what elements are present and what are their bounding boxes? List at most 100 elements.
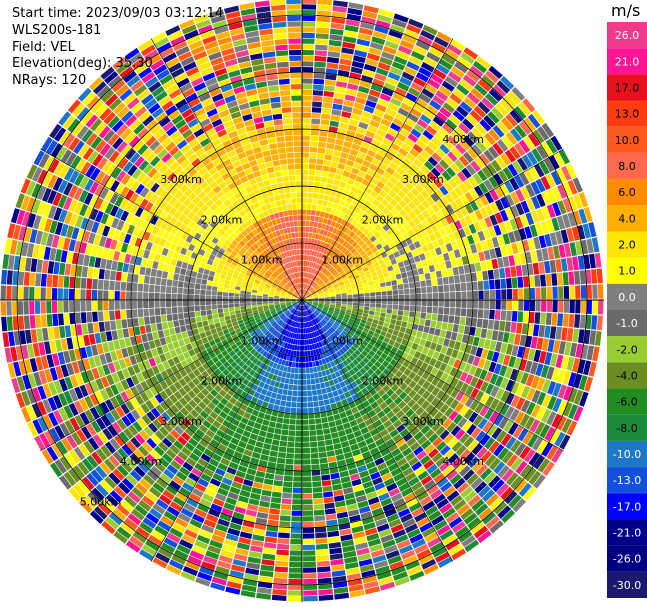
velocity-gate	[299, 322, 301, 328]
velocity-gate	[314, 55, 327, 62]
velocity-gate	[370, 414, 380, 423]
velocity-gate	[317, 306, 323, 309]
velocity-gate	[166, 314, 173, 322]
velocity-gate	[370, 364, 378, 372]
velocity-gate	[525, 402, 536, 416]
velocity-gate	[127, 513, 142, 526]
velocity-gate	[365, 437, 375, 445]
velocity-gate	[313, 295, 319, 298]
velocity-gate	[302, 289, 305, 295]
velocity-gate	[445, 396, 455, 407]
velocity-gate	[165, 293, 172, 300]
velocity-gate	[398, 289, 404, 295]
velocity-gate	[292, 333, 295, 339]
velocity-gate	[438, 414, 448, 425]
velocity-gate	[392, 263, 399, 270]
velocity-gate	[405, 265, 412, 272]
velocity-gate	[148, 300, 155, 308]
velocity-gate	[387, 290, 393, 296]
velocity-gate	[64, 453, 77, 468]
velocity-gate	[96, 343, 104, 355]
velocity-gate	[135, 482, 148, 495]
velocity-gate	[307, 302, 313, 305]
velocity-gate	[415, 72, 429, 83]
velocity-gate	[282, 329, 287, 335]
velocity-gate	[277, 538, 290, 545]
velocity-gate	[364, 292, 370, 297]
velocity-gate	[427, 141, 439, 152]
velocity-gate	[370, 190, 379, 199]
velocity-gate	[326, 219, 333, 226]
velocity-gate	[231, 405, 240, 413]
velocity-gate	[116, 464, 129, 477]
velocity-gate	[34, 301, 41, 314]
velocity-gate	[561, 355, 569, 370]
velocity-gate	[479, 136, 492, 149]
velocity-gate	[281, 315, 286, 320]
velocity-gate	[540, 176, 551, 190]
velocity-gate	[235, 548, 249, 556]
velocity-gate	[336, 328, 342, 334]
velocity-gate	[311, 313, 315, 319]
velocity-gate	[211, 534, 225, 544]
velocity-gate	[288, 326, 292, 332]
velocity-gate	[116, 370, 125, 381]
velocity-gate	[331, 280, 337, 285]
velocity-gate	[322, 308, 328, 312]
velocity-gate	[316, 240, 321, 246]
velocity-gate	[320, 340, 325, 347]
velocity-gate	[142, 517, 157, 529]
velocity-gate	[168, 559, 184, 571]
velocity-gate	[302, 430, 310, 437]
velocity-gate	[385, 180, 395, 189]
velocity-gate	[121, 415, 132, 427]
velocity-gate	[341, 297, 347, 300]
velocity-gate	[439, 529, 454, 541]
velocity-gate	[198, 327, 205, 334]
velocity-gate	[165, 300, 172, 308]
velocity-gate	[413, 446, 424, 456]
velocity-gate	[320, 247, 325, 254]
velocity-gate	[168, 327, 176, 336]
velocity-gate	[241, 584, 257, 593]
velocity-gate	[477, 417, 488, 430]
velocity-gate	[103, 290, 109, 300]
velocity-gate	[323, 325, 329, 331]
velocity-gate	[325, 281, 331, 286]
velocity-gate	[298, 300, 302, 304]
velocity-gate	[172, 356, 181, 365]
velocity-gate	[49, 367, 59, 381]
velocity-gate	[330, 220, 337, 227]
velocity-gate	[315, 538, 328, 544]
velocity-gate	[19, 256, 26, 271]
velocity-gate	[278, 446, 287, 453]
velocity-gate	[232, 559, 247, 567]
velocity-gate	[457, 171, 467, 183]
velocity-gate	[224, 279, 231, 285]
velocity-gate	[282, 348, 287, 354]
velocity-gate	[292, 321, 295, 327]
velocity-gate	[307, 396, 313, 402]
velocity-gate	[555, 326, 563, 340]
velocity-gate	[214, 385, 222, 393]
velocity-gate	[320, 468, 330, 475]
velocity-gate	[30, 258, 38, 272]
velocity-gate	[316, 278, 321, 283]
velocity-gate	[372, 452, 382, 461]
velocity-gate	[346, 307, 353, 311]
velocity-gate	[302, 311, 304, 317]
velocity-gate	[598, 300, 604, 315]
velocity-gate	[408, 87, 421, 98]
velocity-gate	[272, 323, 278, 328]
velocity-gate	[406, 437, 417, 447]
velocity-gate	[159, 426, 169, 437]
velocity-gate	[112, 451, 125, 464]
velocity-gate	[516, 346, 525, 358]
velocity-gate	[359, 375, 367, 383]
velocity-gate	[274, 566, 288, 573]
velocity-gate	[398, 127, 410, 138]
velocity-gate	[339, 231, 345, 238]
velocity-gate	[310, 141, 318, 147]
velocity-gate	[364, 173, 373, 182]
velocity-gate	[551, 217, 560, 232]
